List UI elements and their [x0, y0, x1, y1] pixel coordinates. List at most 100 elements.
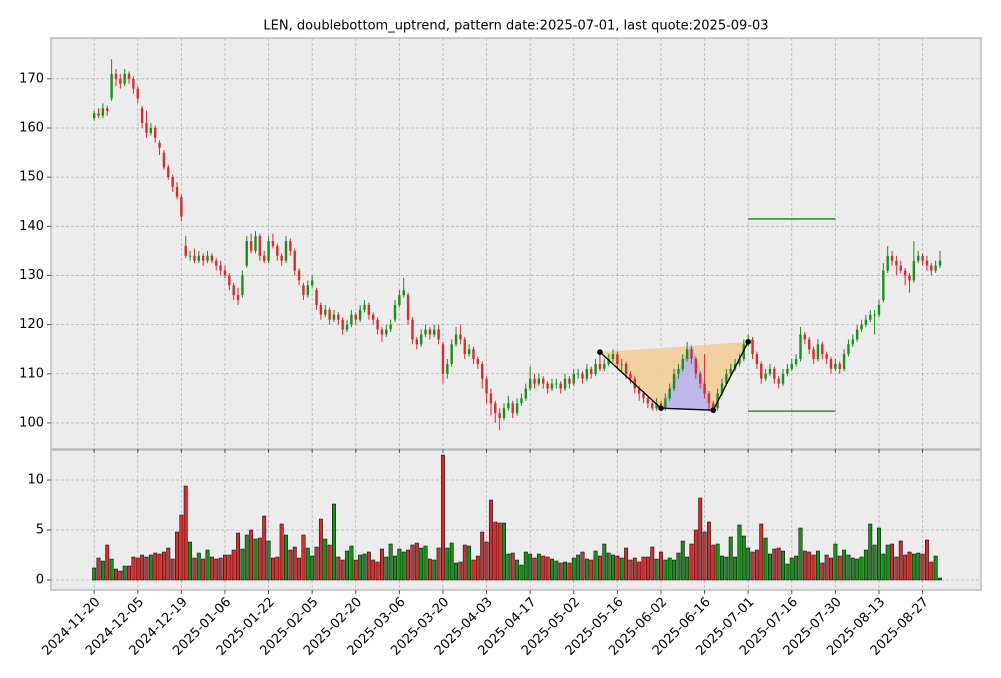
candle-body	[284, 241, 288, 261]
candle-body	[310, 280, 314, 286]
volume-bar	[170, 558, 175, 581]
candle-body	[145, 123, 148, 133]
volume-bar	[148, 554, 153, 581]
volume-bar	[257, 537, 262, 581]
candle-body	[210, 255, 214, 261]
volume-bar	[523, 551, 528, 581]
volume-bar	[624, 547, 629, 581]
volume-bar	[863, 549, 868, 581]
candle-body	[328, 309, 331, 320]
volume-bar	[611, 554, 615, 581]
candle-body	[149, 127, 153, 133]
candle-body	[232, 285, 235, 296]
volume-bar	[118, 570, 123, 581]
y-tick-label: 160	[19, 120, 44, 135]
volume-bar	[288, 549, 293, 581]
candle-body	[481, 363, 484, 379]
candle-body	[446, 363, 449, 374]
candle-body	[267, 241, 270, 261]
volume-bar	[497, 522, 502, 581]
volume-bar	[641, 556, 646, 581]
candle-body	[921, 255, 924, 261]
candle-body	[703, 383, 706, 394]
volume-bar	[284, 534, 288, 581]
candle-body	[219, 265, 222, 271]
volume-bar	[554, 560, 559, 581]
volume-bar	[785, 563, 790, 581]
candle-body	[590, 368, 593, 374]
volume-bar	[244, 534, 249, 581]
candle-body	[917, 255, 920, 261]
volume-bar	[292, 546, 297, 581]
candle-body	[245, 241, 248, 266]
volume-bar	[567, 562, 572, 581]
candle-body	[729, 368, 732, 374]
volume-bar	[576, 554, 581, 581]
volume-bar	[563, 561, 568, 581]
volume-bar	[462, 544, 467, 581]
volume-bar	[558, 562, 563, 581]
candle-body	[524, 388, 528, 399]
volume-bar	[746, 547, 751, 581]
candle-body	[215, 260, 218, 266]
candle-body	[533, 378, 536, 384]
volume-bar	[877, 527, 881, 581]
volume-bar	[135, 557, 140, 581]
candle-body	[341, 319, 344, 330]
chart-title: LEN, doublebottom_uptrend, pattern date:…	[263, 19, 768, 34]
y-tick-label: 150	[19, 170, 44, 185]
volume-bar	[92, 567, 97, 581]
volume-bar	[933, 555, 938, 581]
candle-body	[799, 334, 802, 360]
volume-bar	[502, 522, 506, 581]
candle-body	[855, 329, 859, 340]
volume-bar	[349, 545, 354, 581]
candle-body	[372, 314, 375, 320]
volume-bar	[406, 549, 411, 581]
candle-body	[572, 373, 575, 384]
candle-body	[106, 108, 109, 111]
candle-body	[324, 309, 327, 315]
volume-bar	[924, 539, 929, 581]
volume-bar	[645, 556, 650, 581]
volume-bar	[336, 556, 341, 581]
candle-body	[485, 378, 488, 394]
volume-bar	[201, 558, 206, 581]
candle-body	[228, 275, 231, 286]
volume-bar	[536, 553, 541, 581]
candle-body	[114, 73, 118, 79]
volume-bar	[323, 538, 328, 581]
candle-body	[528, 378, 532, 389]
candle-body	[515, 403, 519, 414]
candle-body	[873, 314, 876, 316]
volume-bar	[541, 555, 546, 581]
volume-bar	[550, 558, 554, 581]
candle-body	[437, 329, 440, 340]
volume-bar	[597, 555, 602, 581]
candle-body	[825, 354, 828, 360]
volume-bar	[898, 540, 903, 581]
y-tick-label: 130	[19, 268, 44, 283]
volume-bar	[754, 549, 759, 581]
candle-body	[620, 363, 623, 365]
pattern-point	[745, 339, 751, 345]
pattern-point	[710, 407, 717, 413]
pattern-point	[597, 349, 603, 355]
volume-bar	[724, 556, 729, 581]
volume-bar	[855, 558, 860, 581]
volume-bar	[270, 557, 275, 581]
candle-body	[694, 359, 698, 374]
volume-bar	[484, 541, 489, 581]
candle-body	[476, 359, 480, 364]
candle-body	[293, 250, 296, 271]
candle-body	[755, 354, 759, 364]
y-tick-label: 100	[19, 415, 44, 430]
candle-body	[367, 304, 371, 315]
candle-body	[607, 359, 610, 364]
volume-bar	[920, 553, 925, 581]
candle-body	[738, 359, 741, 364]
volume-bar	[890, 543, 895, 581]
candle-body	[685, 349, 689, 360]
volume-bar	[737, 524, 742, 581]
candle-body	[672, 373, 676, 389]
